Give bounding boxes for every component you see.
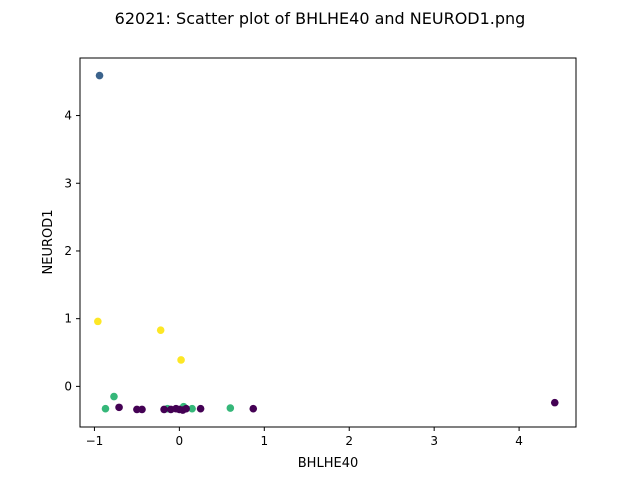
scatter-point <box>196 404 205 413</box>
y-tick-label: 4 <box>64 109 72 123</box>
x-axis-ticks: −1 0 1 2 3 4 <box>86 427 523 448</box>
y-axis-ticks: 0 1 2 3 4 <box>64 109 80 393</box>
scatter-point <box>138 405 146 414</box>
scatter-point <box>249 404 258 413</box>
y-tick-label: 1 <box>64 312 72 326</box>
x-tick-label: 3 <box>430 434 438 448</box>
x-tick-label: 2 <box>345 434 353 448</box>
y-axis-label: NEUROD1 <box>41 210 56 275</box>
scatter-point <box>110 392 118 401</box>
scatter-point <box>156 326 165 334</box>
x-tick-label: −1 <box>86 434 104 448</box>
scatter-point <box>188 404 196 413</box>
x-axis-label: BHLHE40 <box>298 456 358 471</box>
x-tick-label: 0 <box>176 434 184 448</box>
x-tick-label: 1 <box>260 434 268 448</box>
scatter-point <box>94 317 102 326</box>
x-tick-label: 4 <box>515 434 523 448</box>
scatter-point <box>177 356 185 364</box>
chart-title: 62021: Scatter plot of BHLHE40 and NEURO… <box>115 9 526 28</box>
y-tick-label: 0 <box>64 379 72 393</box>
y-tick-label: 2 <box>64 244 72 258</box>
data-points <box>94 71 559 414</box>
scatter-point <box>95 71 104 80</box>
scatter-point <box>115 403 123 412</box>
scatter-point <box>550 398 559 407</box>
plot-frame <box>79 57 577 428</box>
scatter-point <box>160 405 168 414</box>
scatter-point <box>101 404 110 413</box>
scatter-point <box>226 404 235 412</box>
y-tick-label: 3 <box>64 176 72 190</box>
scatter-point <box>182 404 190 413</box>
